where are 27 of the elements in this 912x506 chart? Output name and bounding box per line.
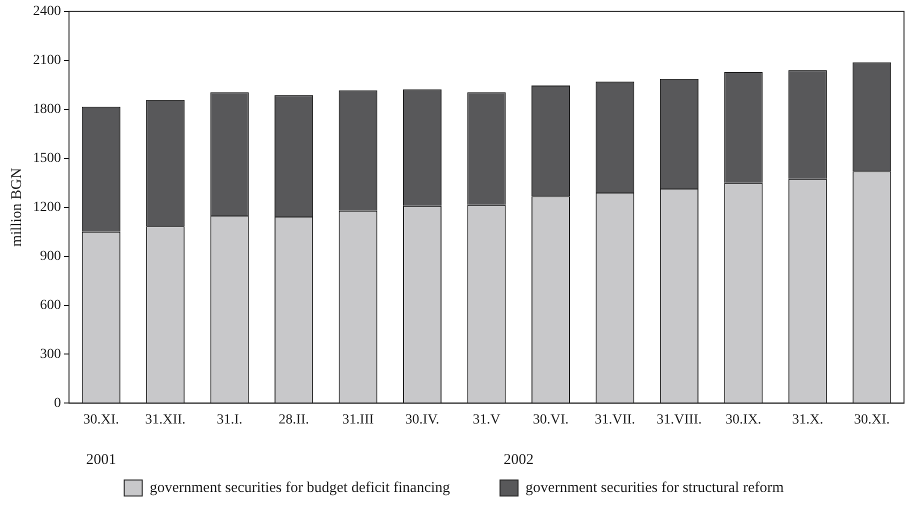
y-tick-label: 2100 — [33, 53, 61, 68]
y-tick-label: 900 — [40, 248, 61, 264]
x-tick-label: 28.II. — [278, 412, 309, 428]
x-tick-label: 30.IV. — [405, 412, 440, 428]
x-tick-label: 31.VII. — [594, 412, 636, 428]
x-tick-label: 31.I. — [216, 412, 242, 428]
x-tick-label: 31.XII. — [145, 412, 186, 428]
y-tick-label: 1200 — [33, 200, 61, 215]
text: 2001 — [86, 452, 116, 469]
y-tick-label: 600 — [40, 298, 61, 313]
y-tick-label: 1500 — [33, 150, 61, 166]
x-tick-label: 31.V — [472, 412, 500, 428]
x-tick-label: 31.III — [342, 412, 374, 428]
y-axis-title: million BGN — [8, 168, 25, 247]
y-tick-label: 0 — [54, 396, 61, 411]
text: 2002 — [504, 452, 534, 469]
y-tick-label: 2400 — [33, 4, 61, 20]
x-tick-label: 30.XI. — [83, 412, 120, 428]
x-tick-label: 30.IX. — [726, 412, 762, 428]
x-tick-label: 31.X. — [792, 412, 824, 428]
y-tick-label: 300 — [40, 346, 61, 362]
legend-label: government securities for structural reform — [526, 480, 784, 496]
legend-label: government securities for budget deficit financing — [150, 480, 451, 496]
y-tick-label: 1800 — [33, 102, 61, 118]
x-tick-label: 31.VIII. — [656, 412, 702, 428]
x-tick-label: 30.XI. — [854, 412, 890, 428]
x-tick-label: 30.VI. — [532, 412, 569, 428]
